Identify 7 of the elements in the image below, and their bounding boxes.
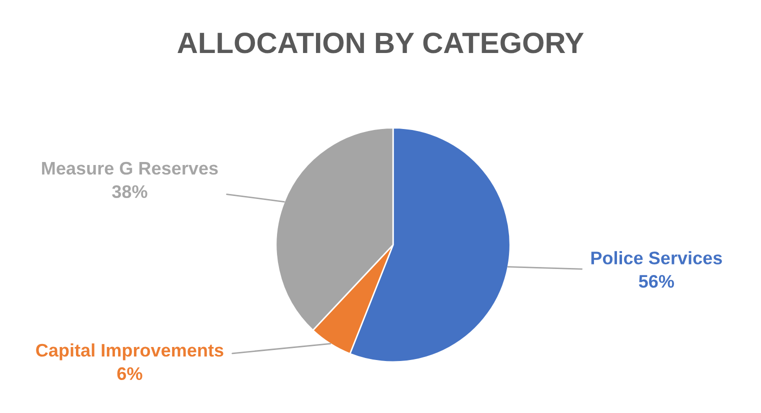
data-label: 38%	[112, 185, 148, 198]
data-label: 6%	[117, 367, 142, 380]
slice-label: Capital Improvements	[36, 343, 224, 360]
slice-label: Measure G Reserves	[42, 162, 218, 175]
slice-label: Police Services	[591, 251, 722, 264]
chart-title: ALLOCATION BY CATEGORY	[178, 32, 584, 54]
data-label: 56%	[638, 274, 674, 288]
